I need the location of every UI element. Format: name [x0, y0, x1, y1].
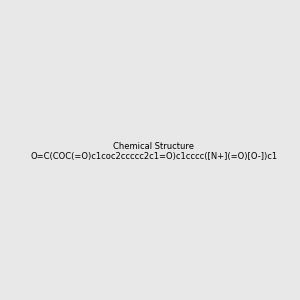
- Text: Chemical Structure
O=C(COC(=O)c1coc2ccccc2c1=O)c1cccc([N+](=O)[O-])c1: Chemical Structure O=C(COC(=O)c1coc2cccc…: [30, 142, 277, 161]
